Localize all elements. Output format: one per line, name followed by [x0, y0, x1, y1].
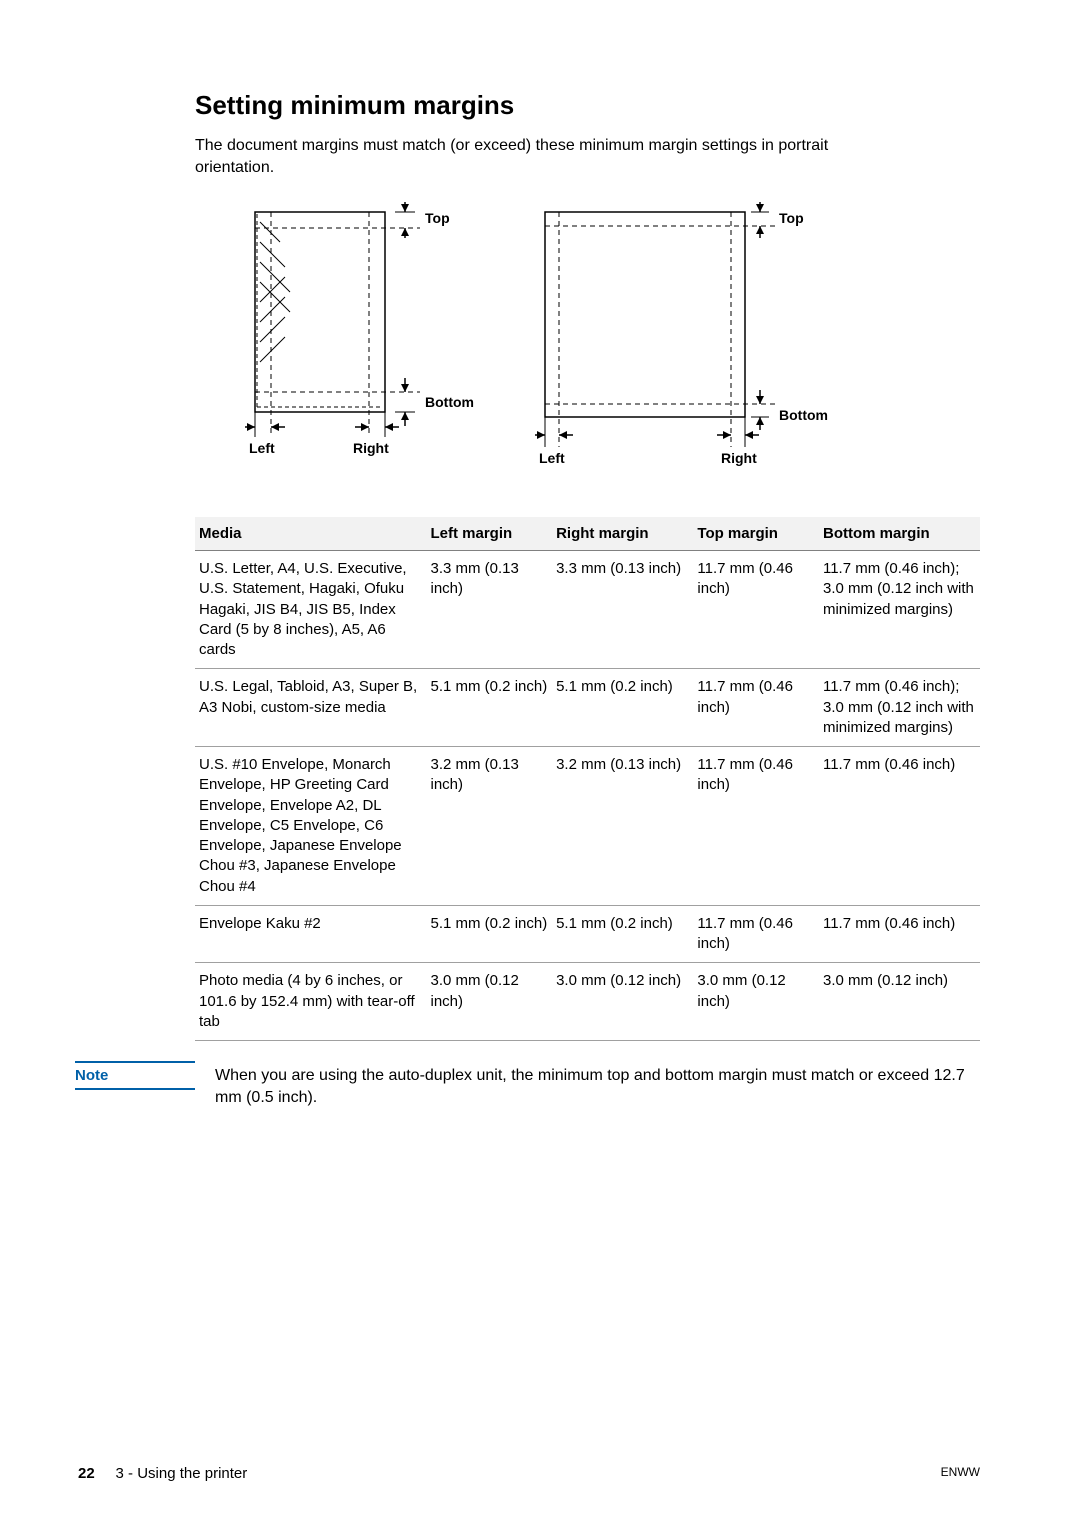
cell-bottom: 11.7 mm (0.46 inch) [823, 747, 980, 906]
label-bottom: Bottom [425, 394, 474, 410]
note-label: Note [75, 1061, 195, 1090]
margins-table: Media Left margin Right margin Top margi… [195, 517, 980, 1041]
cell-media: U.S. Letter, A4, U.S. Executive, U.S. St… [195, 551, 431, 669]
label-left: Left [249, 440, 275, 456]
th-top: Top margin [697, 517, 823, 551]
footer-left: 22 3 - Using the printer [78, 1465, 247, 1482]
page-footer: 22 3 - Using the printer ENWW [78, 1465, 980, 1482]
cell-media: Envelope Kaku #2 [195, 905, 431, 963]
cell-media: U.S. Legal, Tabloid, A3, Super B, A3 Nob… [195, 669, 431, 747]
cell-bottom: 11.7 mm (0.46 inch); 3.0 mm (0.12 inch w… [823, 551, 980, 669]
diagram-landscape: Top Bottom Left Right [535, 202, 815, 467]
table-row: U.S. Legal, Tabloid, A3, Super B, A3 Nob… [195, 669, 980, 747]
cell-right: 5.1 mm (0.2 inch) [556, 669, 697, 747]
note-block: Note When you are using the auto-duplex … [195, 1061, 980, 1108]
label-left-2: Left [539, 450, 565, 466]
label-right: Right [353, 440, 389, 456]
diagram-portrait: Top Bottom Left Right [245, 202, 495, 467]
footer-right: ENWW [941, 1465, 980, 1482]
cell-bottom: 11.7 mm (0.46 inch) [823, 905, 980, 963]
cell-top: 3.0 mm (0.12 inch) [697, 963, 823, 1041]
label-right-2: Right [721, 450, 757, 466]
cell-media: U.S. #10 Envelope, Monarch Envelope, HP … [195, 747, 431, 906]
cell-top: 11.7 mm (0.46 inch) [697, 669, 823, 747]
cell-left: 3.2 mm (0.13 inch) [431, 747, 557, 906]
table-row: U.S. Letter, A4, U.S. Executive, U.S. St… [195, 551, 980, 669]
footer-chapter: 3 - Using the printer [116, 1465, 248, 1482]
cell-top: 11.7 mm (0.46 inch) [697, 551, 823, 669]
table-row: Envelope Kaku #2 5.1 mm (0.2 inch) 5.1 m… [195, 905, 980, 963]
table-row: U.S. #10 Envelope, Monarch Envelope, HP … [195, 747, 980, 906]
cell-right: 3.3 mm (0.13 inch) [556, 551, 697, 669]
page-number: 22 [78, 1465, 95, 1482]
cell-top: 11.7 mm (0.46 inch) [697, 905, 823, 963]
th-left: Left margin [431, 517, 557, 551]
table-row: Photo media (4 by 6 inches, or 101.6 by … [195, 963, 980, 1041]
cell-right: 3.2 mm (0.13 inch) [556, 747, 697, 906]
margin-diagrams: Top Bottom Left Right [245, 202, 980, 467]
cell-right: 5.1 mm (0.2 inch) [556, 905, 697, 963]
cell-left: 5.1 mm (0.2 inch) [431, 669, 557, 747]
label-top-2: Top [779, 210, 804, 226]
th-bottom: Bottom margin [823, 517, 980, 551]
cell-bottom: 11.7 mm (0.46 inch); 3.0 mm (0.12 inch w… [823, 669, 980, 747]
section-intro: The document margins must match (or exce… [195, 135, 895, 178]
section-title: Setting minimum margins [195, 90, 980, 121]
note-text: When you are using the auto-duplex unit,… [195, 1061, 980, 1108]
table-header-row: Media Left margin Right margin Top margi… [195, 517, 980, 551]
cell-top: 11.7 mm (0.46 inch) [697, 747, 823, 906]
cell-left: 3.3 mm (0.13 inch) [431, 551, 557, 669]
label-top: Top [425, 210, 450, 226]
cell-media: Photo media (4 by 6 inches, or 101.6 by … [195, 963, 431, 1041]
th-media: Media [195, 517, 431, 551]
label-bottom-2: Bottom [779, 407, 828, 423]
cell-left: 3.0 mm (0.12 inch) [431, 963, 557, 1041]
th-right: Right margin [556, 517, 697, 551]
cell-right: 3.0 mm (0.12 inch) [556, 963, 697, 1041]
cell-left: 5.1 mm (0.2 inch) [431, 905, 557, 963]
cell-bottom: 3.0 mm (0.12 inch) [823, 963, 980, 1041]
